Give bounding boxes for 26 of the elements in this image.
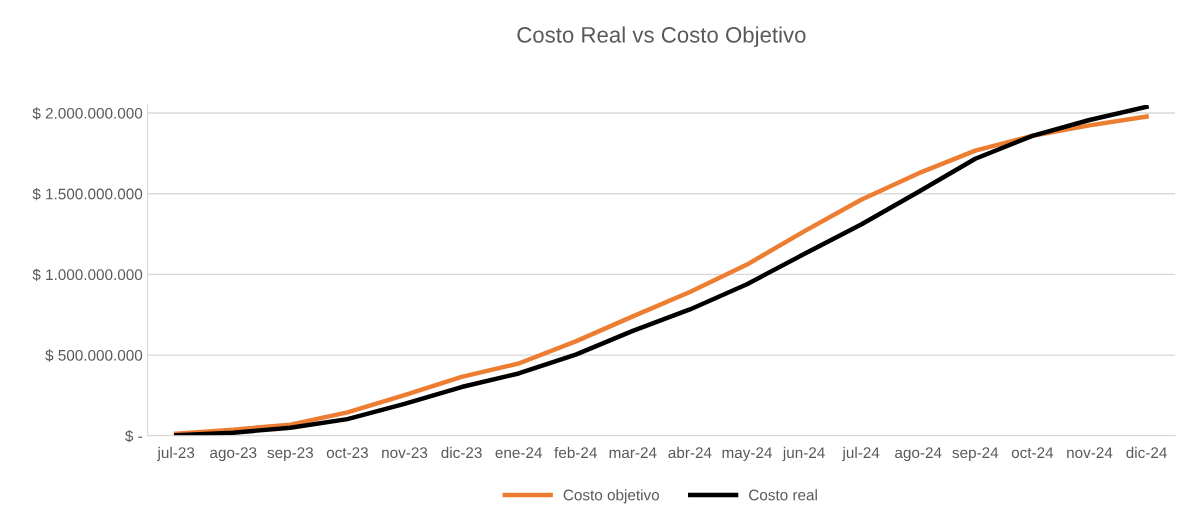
x-tick-label: nov-24 xyxy=(1067,447,1113,459)
legend-label: Costo objetivo xyxy=(563,489,660,504)
y-tick-label: $ 1.500.000.000 xyxy=(32,187,143,201)
x-tick-label: feb-24 xyxy=(554,446,597,459)
x-tick-label: abr-24 xyxy=(668,446,712,459)
x-tick-label: ago-23 xyxy=(210,447,257,462)
y-tick-label: $ 500.000.000 xyxy=(45,349,143,362)
x-tick-label: jul-23 xyxy=(157,446,195,462)
x-tick-label: mar-24 xyxy=(609,447,657,459)
x-tick-label: ago-24 xyxy=(895,447,942,462)
x-tick-label: oct-24 xyxy=(1011,447,1054,459)
x-tick-label: jun-24 xyxy=(782,446,825,462)
x-tick-label: ene-24 xyxy=(495,447,542,459)
legend-label: Costo real xyxy=(749,489,817,501)
x-tick-label: sep-24 xyxy=(952,447,999,462)
y-tick-label: $ - xyxy=(125,429,143,443)
x-tick-label: sep-23 xyxy=(267,447,314,462)
x-tick-label: may-24 xyxy=(722,447,773,462)
y-tick-label: $ 2.000.000.000 xyxy=(32,107,143,120)
x-tick-label: nov-23 xyxy=(382,447,428,459)
x-tick-label: oct-23 xyxy=(326,447,368,459)
x-tick-label: dic-23 xyxy=(441,446,482,459)
x-tick-label: dic-24 xyxy=(1126,446,1167,459)
x-tick-label: jul-24 xyxy=(842,446,880,462)
chart-title: Costo Real vs Costo Objetivo xyxy=(517,26,806,48)
y-tick-label: $ 1.000.000.000 xyxy=(32,268,143,281)
